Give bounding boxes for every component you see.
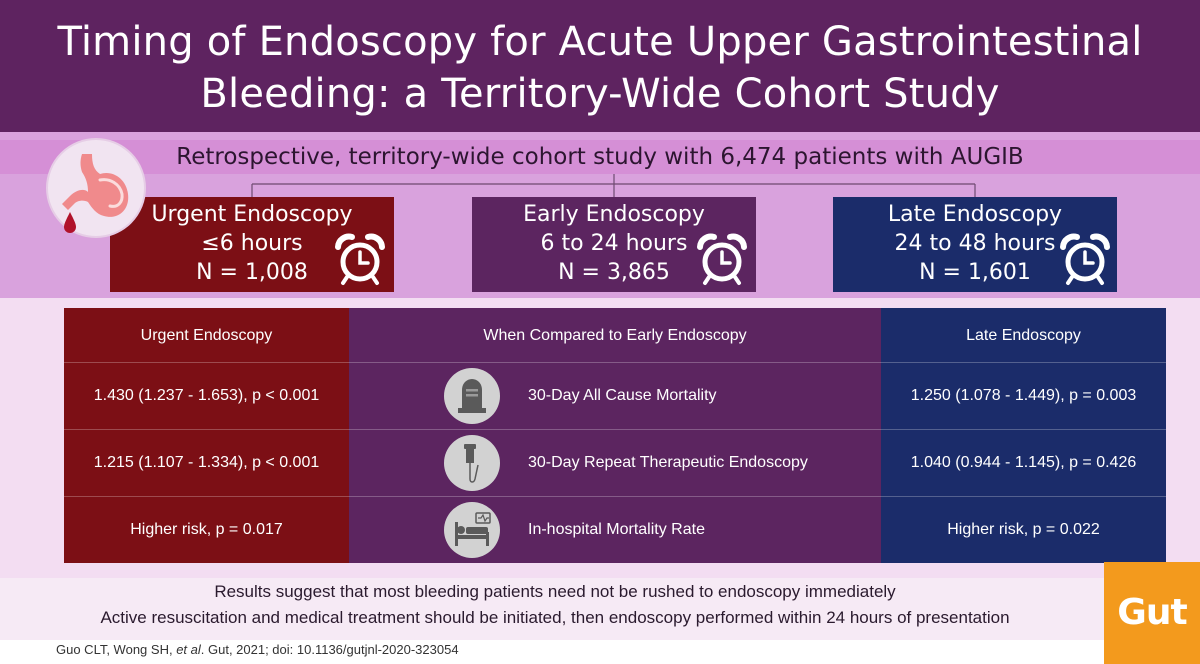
outcome-inhospital-mortality: In-hospital Mortality Rate bbox=[528, 521, 705, 538]
outcomes-column: When Compared to Early Endoscopy 30-Day … bbox=[349, 308, 881, 563]
urgent-results-column: Urgent Endoscopy 1.430 (1.237 - 1.653), … bbox=[64, 308, 349, 563]
row-divider bbox=[64, 429, 349, 430]
urgent-inhospital-mortality-value: Higher risk, p = 0.017 bbox=[130, 521, 283, 538]
early-cohort-box: Early Endoscopy 6 to 24 hours N = 3,865 bbox=[472, 197, 756, 292]
row-divider bbox=[881, 362, 1166, 363]
urgent-column-header: Urgent Endoscopy bbox=[140, 327, 273, 344]
hospital-bed-icon-badge bbox=[444, 502, 500, 558]
citation: Guo CLT, Wong SH, et al. Gut, 2021; doi:… bbox=[56, 642, 459, 657]
conclusion-line-1: Results suggest that most bleeding patie… bbox=[214, 582, 896, 601]
row-divider bbox=[349, 429, 881, 430]
bleeding-stomach-icon bbox=[62, 154, 129, 233]
late-cohort-window: 24 to 48 hours bbox=[894, 231, 1056, 256]
row-divider bbox=[349, 496, 881, 497]
page-title: Timing of Endoscopy for Acute Upper Gast… bbox=[0, 0, 1200, 120]
endoscope-icon-badge bbox=[444, 435, 500, 491]
tombstone-icon-badge bbox=[444, 368, 500, 424]
citation-source: . Gut, 2021; doi: 10.1136/gutjnl-2020-32… bbox=[200, 642, 459, 657]
late-results-column: Late Endoscopy 1.250 (1.078 - 1.449), p … bbox=[881, 308, 1166, 563]
alarm-clock-icon bbox=[697, 233, 747, 285]
subtitle-strip bbox=[0, 140, 1200, 174]
early-cohort-count: N = 3,865 bbox=[558, 260, 670, 285]
hospital-bed-icon bbox=[455, 512, 491, 546]
alarm-clock-icon bbox=[1060, 233, 1110, 285]
stomach-badge bbox=[46, 138, 146, 238]
citation-authors: Guo CLT, Wong SH, bbox=[56, 642, 177, 657]
tombstone-icon bbox=[458, 379, 486, 413]
study-subtitle: Retrospective, territory-wide cohort stu… bbox=[176, 144, 1024, 170]
urgent-cohort-label: Urgent Endoscopy bbox=[151, 202, 353, 227]
row-divider bbox=[881, 496, 1166, 497]
outcomes-column-header: When Compared to Early Endoscopy bbox=[483, 327, 747, 344]
row-divider bbox=[349, 362, 881, 363]
urgent-repeat-endoscopy-value: 1.215 (1.107 - 1.334), p < 0.001 bbox=[93, 454, 320, 471]
urgent-mortality-value: 1.430 (1.237 - 1.653), p < 0.001 bbox=[93, 387, 320, 404]
title-banner: Timing of Endoscopy for Acute Upper Gast… bbox=[0, 0, 1200, 132]
outcome-repeat-endoscopy: 30-Day Repeat Therapeutic Endoscopy bbox=[528, 454, 808, 471]
alarm-clock-icon bbox=[335, 233, 385, 285]
cohort-connector bbox=[251, 174, 976, 197]
late-inhospital-mortality-value: Higher risk, p = 0.022 bbox=[947, 521, 1100, 538]
citation-et-al: et al bbox=[176, 642, 201, 657]
conclusion-line-2: Active resuscitation and medical treatme… bbox=[100, 608, 1010, 627]
late-mortality-value: 1.250 (1.078 - 1.449), p = 0.003 bbox=[910, 387, 1137, 404]
title-line-1: Timing of Endoscopy for Acute Upper Gast… bbox=[57, 19, 1143, 65]
early-cohort-label: Early Endoscopy bbox=[523, 202, 705, 227]
late-repeat-endoscopy-value: 1.040 (0.944 - 1.145), p = 0.426 bbox=[910, 454, 1137, 471]
late-cohort-box: Late Endoscopy 24 to 48 hours N = 1,601 bbox=[833, 197, 1117, 292]
gut-journal-logo: Gut bbox=[1104, 562, 1200, 664]
row-divider bbox=[64, 362, 349, 363]
early-cohort-window: 6 to 24 hours bbox=[540, 231, 688, 256]
late-cohort-label: Late Endoscopy bbox=[887, 202, 1063, 227]
late-cohort-count: N = 1,601 bbox=[919, 260, 1031, 285]
row-divider bbox=[64, 496, 349, 497]
endoscope-icon bbox=[464, 444, 479, 483]
row-divider bbox=[881, 429, 1166, 430]
title-line-2: Bleeding: a Territory-Wide Cohort Study bbox=[200, 71, 1000, 117]
urgent-cohort-count: N = 1,008 bbox=[196, 260, 308, 285]
outcome-30day-mortality: 30-Day All Cause Mortality bbox=[528, 387, 717, 404]
conclusions-zone bbox=[0, 578, 1200, 640]
urgent-cohort-box: Urgent Endoscopy ≤6 hours N = 1,008 bbox=[110, 197, 394, 292]
late-column-header: Late Endoscopy bbox=[966, 327, 1081, 344]
urgent-cohort-window: ≤6 hours bbox=[201, 231, 303, 256]
